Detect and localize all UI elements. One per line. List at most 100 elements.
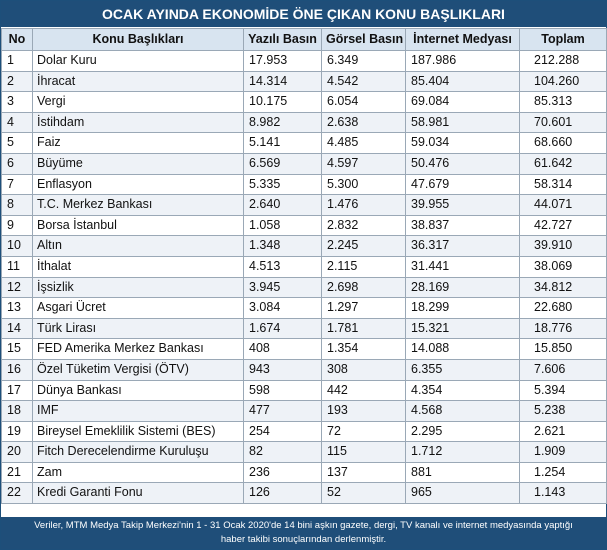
- cell-topic: Vergi: [32, 91, 244, 113]
- cell-total: 1.909: [519, 441, 607, 463]
- cell-total: 85.313: [519, 91, 607, 113]
- table-row: 13 Asgari Ücret 3.084 1.297 18.299 22.680: [1, 297, 607, 319]
- cell-print: 14.314: [243, 70, 322, 93]
- cell-no: 5: [1, 132, 33, 154]
- cell-total: 2.621: [519, 420, 607, 443]
- cell-topic: Türk Lirası: [32, 317, 244, 340]
- table-row: 18 IMF 477 193 4.568 5.238: [1, 400, 607, 422]
- cell-no: 9: [1, 214, 33, 237]
- cell-topic: Zam: [32, 461, 244, 484]
- cell-topic: Dünya Bankası: [32, 379, 244, 402]
- cell-visual: 2.832: [321, 214, 406, 237]
- header-topic: Konu Başlıkları: [32, 28, 244, 51]
- cell-visual: 2.698: [321, 276, 406, 299]
- cell-total: 39.910: [519, 235, 607, 257]
- cell-internet: 965: [405, 482, 520, 505]
- table-row: 17 Dünya Bankası 598 442 4.354 5.394: [1, 379, 607, 402]
- topics-table: No Konu Başlıkları Yazılı Basın Görsel B…: [1, 28, 607, 505]
- cell-print: 17.953: [243, 50, 322, 72]
- cell-internet: 14.088: [405, 338, 520, 360]
- cell-total: 61.642: [519, 152, 607, 175]
- cell-topic: İthalat: [32, 255, 244, 278]
- cell-visual: 4.485: [321, 132, 406, 154]
- cell-no: 7: [1, 173, 33, 196]
- cell-no: 15: [1, 338, 33, 360]
- cell-visual: 1.781: [321, 317, 406, 340]
- cell-visual: 2.245: [321, 235, 406, 257]
- cell-internet: 36.317: [405, 235, 520, 257]
- cell-no: 20: [1, 441, 33, 463]
- table-row: 11 İthalat 4.513 2.115 31.441 38.069: [1, 255, 607, 278]
- cell-print: 1.348: [243, 235, 322, 257]
- cell-internet: 18.299: [405, 297, 520, 319]
- cell-visual: 6.054: [321, 91, 406, 113]
- cell-topic: Faiz: [32, 132, 244, 154]
- cell-print: 1.058: [243, 214, 322, 237]
- cell-print: 6.569: [243, 152, 322, 175]
- cell-no: 1: [1, 50, 33, 72]
- cell-total: 42.727: [519, 214, 607, 237]
- header-visual: Görsel Basın: [321, 28, 406, 51]
- cell-visual: 2.638: [321, 111, 406, 134]
- cell-visual: 52: [321, 482, 406, 505]
- cell-internet: 69.084: [405, 91, 520, 113]
- cell-print: 3.945: [243, 276, 322, 299]
- cell-total: 1.143: [519, 482, 607, 505]
- cell-topic: Bireysel Emeklilik Sistemi (BES): [32, 420, 244, 443]
- table-row: 5 Faiz 5.141 4.485 59.034 68.660: [1, 132, 607, 154]
- cell-print: 408: [243, 338, 322, 360]
- cell-visual: 1.354: [321, 338, 406, 360]
- table-row: 21 Zam 236 137 881 1.254: [1, 461, 607, 484]
- cell-print: 126: [243, 482, 322, 505]
- table-row: 1 Dolar Kuru 17.953 6.349 187.986 212.288: [1, 50, 607, 72]
- cell-topic: FED Amerika Merkez Bankası: [32, 338, 244, 360]
- table-row: 19 Bireysel Emeklilik Sistemi (BES) 254 72 2…: [1, 420, 607, 443]
- cell-internet: 4.568: [405, 400, 520, 422]
- cell-print: 598: [243, 379, 322, 402]
- cell-visual: 1.297: [321, 297, 406, 319]
- cell-topic: Enflasyon: [32, 173, 244, 196]
- cell-visual: 1.476: [321, 194, 406, 216]
- cell-print: 2.640: [243, 194, 322, 216]
- source-note-line-2: haber takibi sonuçlarından derlenmiştir.: [220, 534, 387, 545]
- table-row: 4 İstihdam 8.982 2.638 58.981 70.601: [1, 111, 607, 134]
- table-row: 20 Fitch Derecelendirme Kuruluşu 82 115 1.71…: [1, 441, 607, 463]
- cell-total: 22.680: [519, 297, 607, 319]
- cell-print: 5.335: [243, 173, 322, 196]
- cell-total: 58.314: [519, 173, 607, 196]
- cell-visual: 72: [321, 420, 406, 443]
- cell-visual: 6.349: [321, 50, 406, 72]
- cell-visual: 5.300: [321, 173, 406, 196]
- cell-total: 34.812: [519, 276, 607, 299]
- table-row: 14 Türk Lirası 1.674 1.781 15.321 18.776: [1, 317, 607, 340]
- table-row: 15 FED Amerika Merkez Bankası 408 1.354 14.0…: [1, 338, 607, 360]
- cell-total: 44.071: [519, 194, 607, 216]
- cell-no: 13: [1, 297, 33, 319]
- cell-internet: 4.354: [405, 379, 520, 402]
- table-row: 12 İşsizlik 3.945 2.698 28.169 34.812: [1, 276, 607, 299]
- cell-visual: 193: [321, 400, 406, 422]
- cell-print: 4.513: [243, 255, 322, 278]
- cell-internet: 187.986: [405, 50, 520, 72]
- cell-topic: İşsizlik: [32, 276, 244, 299]
- cell-print: 8.982: [243, 111, 322, 134]
- cell-no: 8: [1, 194, 33, 216]
- cell-print: 943: [243, 358, 322, 381]
- cell-visual: 2.115: [321, 255, 406, 278]
- table-header-row: No Konu Başlıkları Yazılı Basın Görsel B…: [1, 28, 607, 51]
- cell-internet: 39.955: [405, 194, 520, 216]
- cell-no: 10: [1, 235, 33, 257]
- cell-visual: 442: [321, 379, 406, 402]
- cell-no: 17: [1, 379, 33, 402]
- cell-total: 5.394: [519, 379, 607, 402]
- cell-print: 254: [243, 420, 322, 443]
- source-note: Veriler, MTM Medya Takip Merkezi'nin 1 -…: [1, 517, 606, 549]
- header-total: Toplam: [519, 28, 607, 51]
- cell-total: 7.606: [519, 358, 607, 381]
- cell-internet: 881: [405, 461, 520, 484]
- table-body: 1 Dolar Kuru 17.953 6.349 187.986 212.288 2 İhr…: [1, 50, 607, 505]
- cell-no: 3: [1, 91, 33, 113]
- header-no: No: [1, 28, 33, 51]
- cell-topic: Fitch Derecelendirme Kuruluşu: [32, 441, 244, 463]
- cell-no: 4: [1, 111, 33, 134]
